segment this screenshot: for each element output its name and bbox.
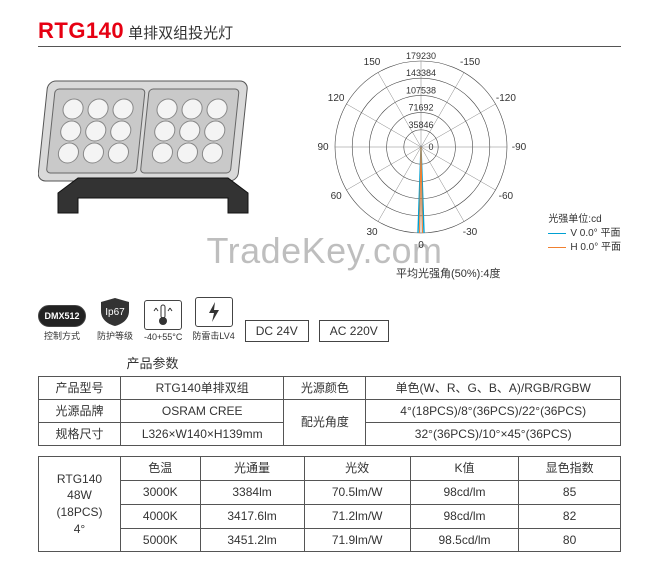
dmx-icon: DMX512 — [38, 305, 86, 327]
polar-legend: 光强单位:cd V 0.0° 平面 H 0.0° 平面 — [548, 213, 621, 255]
perf-h-0: 色温 — [121, 457, 201, 481]
svg-text:Ip67: Ip67 — [105, 307, 125, 318]
spec-beam-v2: 32°(36PCS)/10°×45°(36PCS) — [366, 422, 621, 445]
badge-temp: -40+55°C — [144, 300, 182, 342]
badge-ip: Ip67 防护等级 — [96, 297, 134, 342]
spec-table: 产品参数 产品型号 RTG140单排双组 光源颜色 单色(W、R、G、B、A)/… — [38, 352, 621, 446]
perf-h-4: 显色指数 — [519, 457, 621, 481]
lightning-caption: 防雷击LV4 — [192, 329, 234, 342]
svg-text:60: 60 — [331, 191, 343, 202]
perf-h-2: 光效 — [304, 457, 410, 481]
spec-brand-h: 光源品牌 — [39, 399, 121, 422]
legend-v-plane: V 0.0° 平面 — [548, 227, 621, 241]
badge-dmx: DMX512 控制方式 — [38, 305, 86, 342]
perf-h-3: K值 — [410, 457, 518, 481]
spec-model-h: 产品型号 — [39, 376, 121, 399]
badge-row: DMX512 控制方式 Ip67 防护等级 -40+55°C — [38, 297, 621, 342]
table-row: 5000K 3451.2lm 71.9lm/W 98.5cd/lm 80 — [39, 528, 621, 552]
perf-h-1: 光通量 — [200, 457, 304, 481]
perf-left-block: RTG140 48W (18PCS) 4° — [39, 457, 121, 552]
badge-lightning: 防雷击LV4 — [192, 297, 234, 342]
svg-text:-60: -60 — [499, 191, 514, 202]
spec-color-v: 单色(W、R、G、B、A)/RGB/RGBW — [366, 376, 621, 399]
svg-text:-90: -90 — [512, 142, 527, 153]
table-row: 3000K 3384lm 70.5lm/W 98cd/lm 85 — [39, 480, 621, 504]
dmx-caption: 控制方式 — [44, 329, 80, 342]
svg-text:179230: 179230 — [406, 51, 436, 61]
dc-box: DC 24V — [245, 320, 309, 342]
svg-text:-120: -120 — [496, 93, 516, 104]
spec-brand-v: OSRAM CREE — [121, 399, 284, 422]
table-row: 4000K 3417.6lm 71.2lm/W 98cd/lm 82 — [39, 504, 621, 528]
svg-text:150: 150 — [364, 57, 381, 68]
product-illustration — [38, 53, 268, 253]
spec-color-h: 光源颜色 — [284, 376, 366, 399]
spec-size-v: L326×W140×H139mm — [121, 422, 284, 445]
legend-h-plane: H 0.0° 平面 — [548, 241, 621, 255]
polar-caption: 平均光强角(50%):4度 — [396, 265, 501, 281]
svg-text:-30: -30 — [463, 227, 478, 238]
model-code: RTG140 — [38, 18, 124, 44]
svg-text:120: 120 — [328, 93, 345, 104]
performance-table: RTG140 48W (18PCS) 4° 色温 光通量 光效 K值 显色指数 … — [38, 456, 621, 552]
thermometer-icon — [144, 300, 182, 330]
spec-size-h: 规格尺寸 — [39, 422, 121, 445]
ac-box: AC 220V — [319, 320, 389, 342]
spec-beam-v1: 4°(18PCS)/8°(36PCS)/22°(36PCS) — [366, 399, 621, 422]
shield-icon: Ip67 — [96, 297, 134, 327]
svg-text:0: 0 — [418, 240, 424, 251]
polar-diagram: 35846716921075381433841792300-150-120-90… — [276, 53, 621, 293]
model-subtitle: 单排双组投光灯 — [128, 22, 233, 43]
svg-text:90: 90 — [317, 142, 329, 153]
legend-unit: 光强单位:cd — [548, 213, 621, 227]
spec-beam-h: 配光角度 — [284, 399, 366, 445]
svg-text:30: 30 — [366, 227, 378, 238]
svg-text:-150: -150 — [460, 57, 480, 68]
spec-model-v: RTG140单排双组 — [121, 376, 284, 399]
spec-section-title: 产品参数 — [39, 352, 621, 376]
ip-caption: 防护等级 — [97, 329, 133, 342]
lightning-icon — [195, 297, 233, 327]
temp-caption: -40+55°C — [144, 332, 182, 342]
